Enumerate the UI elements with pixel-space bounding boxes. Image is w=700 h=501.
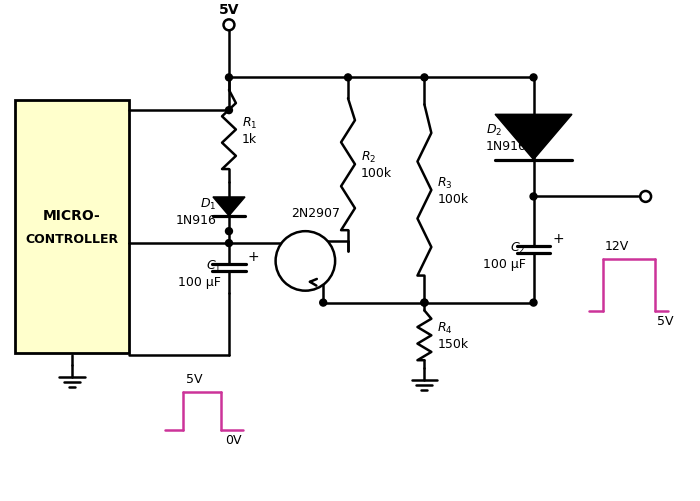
- Circle shape: [421, 75, 428, 82]
- Circle shape: [225, 240, 232, 247]
- FancyBboxPatch shape: [15, 101, 129, 354]
- Circle shape: [344, 75, 351, 82]
- Text: 12V: 12V: [605, 239, 629, 253]
- Circle shape: [421, 300, 428, 307]
- Text: $C_1$
100 μF: $C_1$ 100 μF: [178, 258, 221, 288]
- Text: $R_2$
100k: $R_2$ 100k: [361, 150, 392, 180]
- Text: +: +: [248, 250, 260, 264]
- Text: $D_1$
1N916: $D_1$ 1N916: [175, 197, 216, 227]
- Circle shape: [320, 300, 327, 307]
- Text: 5V: 5V: [218, 3, 239, 17]
- Text: CONTROLLER: CONTROLLER: [25, 232, 118, 245]
- Text: $R_1$
1k: $R_1$ 1k: [242, 115, 258, 145]
- Circle shape: [421, 300, 428, 307]
- Circle shape: [640, 191, 651, 202]
- Circle shape: [530, 300, 537, 307]
- Text: $D_2$
1N916: $D_2$ 1N916: [486, 123, 527, 153]
- Circle shape: [225, 228, 232, 235]
- Polygon shape: [213, 197, 245, 216]
- Text: 2N2907: 2N2907: [290, 207, 340, 220]
- Circle shape: [225, 75, 232, 82]
- Circle shape: [530, 193, 537, 200]
- Text: $C_2$
100 μF: $C_2$ 100 μF: [483, 240, 526, 270]
- Polygon shape: [495, 115, 572, 160]
- Text: +: +: [552, 231, 564, 245]
- Circle shape: [530, 75, 537, 82]
- Circle shape: [276, 231, 335, 291]
- Text: 0V: 0V: [225, 433, 242, 446]
- Text: MICRO-: MICRO-: [43, 208, 101, 222]
- Text: $R_4$
150k: $R_4$ 150k: [438, 321, 468, 351]
- Circle shape: [223, 21, 235, 31]
- Text: 5V: 5V: [186, 372, 203, 385]
- Text: 5V: 5V: [657, 314, 673, 327]
- Circle shape: [225, 107, 232, 114]
- Text: $R_3$
100k: $R_3$ 100k: [438, 175, 468, 205]
